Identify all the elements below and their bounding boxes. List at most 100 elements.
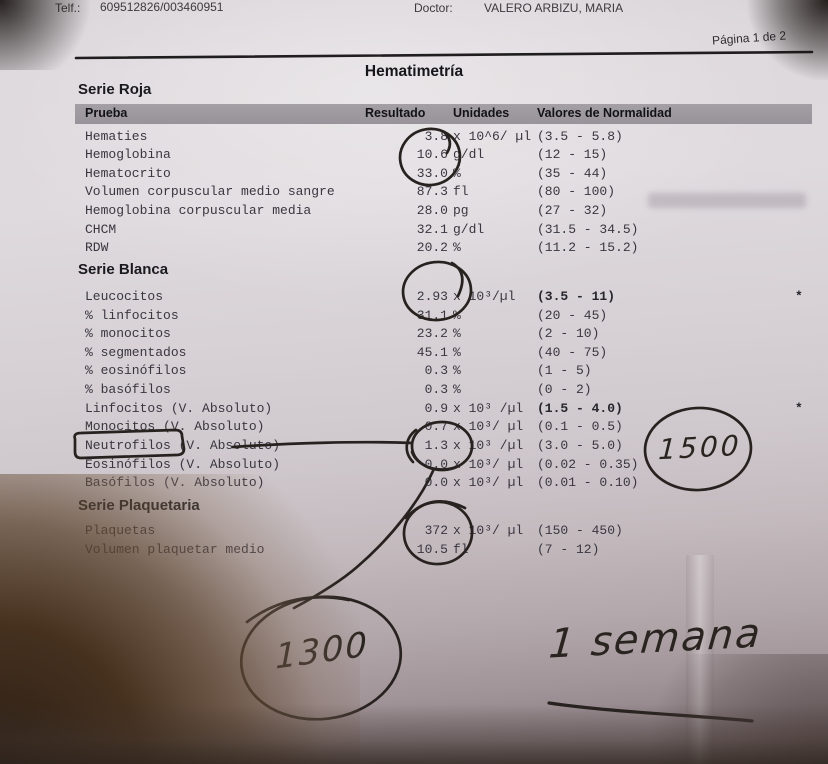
cell-units: x 10³/µl	[453, 289, 516, 304]
cell-test-name: Basófilos (V. Absoluto)	[85, 475, 265, 491]
column-resultado: Resultado	[365, 106, 426, 120]
pen-line-connector	[231, 440, 414, 449]
table-row: RDW 20.2% (11.2 - 15.2)	[75, 240, 812, 258]
pen-circle-neutrofilos-value	[410, 420, 474, 472]
handwritten-value-1300: 1300	[275, 624, 369, 678]
cell-normal-range: (1 - 5)	[537, 363, 592, 379]
table-row: % segmentados 45.1% (40 - 75)	[75, 345, 812, 363]
cell-test-name: CHCM	[85, 221, 117, 237]
cell-units: %	[453, 165, 461, 181]
cell-units: %	[453, 326, 461, 342]
table-row: Plaquetas 372 x 10³/ µl (150 - 450)	[75, 523, 812, 541]
cell-normal-range: (1.5 - 4.0)	[537, 400, 623, 416]
pen-line-diagonal	[292, 469, 435, 610]
cell-result: 3.8	[424, 128, 448, 144]
cell-normal-range: (80 - 100)	[537, 184, 616, 200]
cell-units: fl	[453, 184, 469, 200]
cell-normal-range: (2 - 10)	[537, 326, 600, 342]
table-row: Hematocrito 33.0% (35 - 44)	[75, 166, 812, 184]
table-row: Basófilos (V. Absoluto) 0.0 x 10³/ µl (0.01…	[75, 475, 812, 493]
cell-result: 0.3	[424, 363, 448, 379]
column-valores: Valores de Normalidad	[537, 106, 672, 120]
doctor-value: VALERO ARBIZU, MARIA	[484, 1, 624, 15]
cell-result: 10.6	[416, 147, 448, 163]
table-row: Eosinófilos (V. Absoluto) 0.0 x 10³/ µl (0.…	[75, 457, 812, 475]
cell-units: g/dl	[453, 147, 485, 163]
cell-units: x 10³ /µl	[453, 437, 524, 453]
header-rule	[74, 50, 814, 60]
cell-result: 1.3	[424, 437, 448, 453]
pen-circle-leucocitos	[401, 260, 473, 322]
cell-normal-range: (150 - 450)	[537, 523, 623, 538]
cell-test-name: % segmentados	[85, 344, 187, 360]
cell-units: x 10³/ µl	[453, 475, 524, 491]
section-header-serie-blanca: Serie Blanca	[78, 261, 169, 278]
cell-result: 0.3	[424, 382, 448, 398]
cell-test-name: Monocitos (V. Absoluto)	[85, 419, 265, 435]
cell-test-name: Hemoglobina corpuscular media	[85, 202, 312, 218]
cell-units: %	[453, 382, 461, 398]
photo-shadow-bottom-right	[628, 654, 828, 764]
cell-result: 87.3	[416, 184, 448, 200]
table-row: % basófilos 0.3% (0 - 2)	[75, 382, 812, 400]
cell-normal-range: (20 - 45)	[537, 307, 608, 323]
cell-result: 0.9	[424, 400, 448, 416]
cell-result: 0.7	[424, 419, 448, 435]
cell-test-name: Hematocrito	[85, 165, 171, 181]
cell-result: 0.0	[424, 456, 448, 472]
cell-test-name: Linfocitos (V. Absoluto)	[85, 400, 273, 416]
cell-result: 32.1	[416, 221, 448, 237]
table-row: Hematies 3.8 x 10^6/ µl (3.5 - 5.8)	[75, 129, 812, 147]
cell-units: pg	[453, 202, 469, 218]
cell-test-name: Leucocitos	[85, 289, 164, 304]
phone-label: Telf.:	[55, 1, 81, 15]
ink-bleedthrough	[648, 193, 806, 208]
table-column-header: Prueba Resultado Unidades Valores de Nor…	[75, 104, 812, 124]
table-row: % eosinófilos 0.3% (1 - 5)	[75, 363, 812, 381]
handwritten-note-semana: 1 semana	[547, 610, 764, 668]
table-row: Neutrofilos (V. Absoluto) 1.3 x 10³ /µl (3.…	[75, 438, 812, 456]
table-row: % linfocitos 31.1% (20 - 45)	[75, 308, 812, 326]
column-unidades: Unidades	[453, 106, 510, 120]
cell-result: 20.2	[416, 240, 448, 256]
cell-result: 0.0	[424, 475, 448, 491]
cell-result: 10.5	[416, 541, 448, 557]
pen-underline-semana	[547, 701, 754, 723]
cell-test-name: Volumen plaquetar medio	[85, 541, 265, 557]
cell-units: %	[453, 307, 461, 323]
cell-units: %	[453, 363, 461, 379]
photo-shadow-bottom-left	[0, 474, 360, 764]
cell-normal-range: (0 - 2)	[537, 382, 592, 398]
table-row: Linfocitos (V. Absoluto) 0.9 x 10³ /µl (1.5…	[75, 401, 812, 419]
cell-result: 23.2	[416, 326, 448, 342]
cell-test-name: Volumen corpuscular medio sangre	[85, 184, 335, 200]
cell-normal-range: (11.2 - 15.2)	[537, 240, 639, 256]
report-title: Hematimetría	[364, 63, 464, 80]
table-row: Monocitos (V. Absoluto) 0.7 x 10³/ µl (0.1 …	[75, 419, 812, 437]
pen-circle-plaquetas	[402, 500, 474, 566]
cell-result: 31.1	[416, 307, 448, 323]
table-row: Leucocitos 2.93 x 10³/µl (3.5 - 11) *	[75, 289, 812, 307]
cell-normal-range: (7 - 12)	[537, 541, 600, 557]
cell-normal-range: (3.5 - 5.8)	[537, 128, 623, 144]
abnormal-flag: *	[795, 400, 803, 416]
table-row: Hemoglobina 10.6 g/dl (12 - 15)	[75, 147, 812, 165]
cell-test-name: % basófilos	[85, 382, 171, 398]
pen-circle-1300	[239, 595, 403, 721]
cell-result: 45.1	[416, 344, 448, 360]
page-number: Página 1 de 2	[711, 28, 787, 48]
cell-normal-range: (27 - 32)	[537, 202, 608, 218]
cell-normal-range: (35 - 44)	[537, 165, 608, 181]
cell-units: x 10³/ µl	[453, 419, 524, 435]
cell-units: g/dl	[453, 221, 485, 237]
table-row: % monocitos 23.2% (2 - 10)	[75, 326, 812, 344]
cell-result: 28.0	[416, 202, 448, 218]
cell-test-name: Plaquetas	[85, 523, 156, 538]
cell-normal-range: (12 - 15)	[537, 147, 608, 163]
cell-test-name: Eosinófilos (V. Absoluto)	[85, 456, 281, 472]
cell-units: x 10³/ µl	[453, 456, 524, 472]
section-header-serie-roja: Serie Roja	[78, 81, 152, 98]
cell-test-name: Hemoglobina	[85, 147, 171, 163]
cell-normal-range: (31.5 - 34.5)	[537, 221, 639, 237]
